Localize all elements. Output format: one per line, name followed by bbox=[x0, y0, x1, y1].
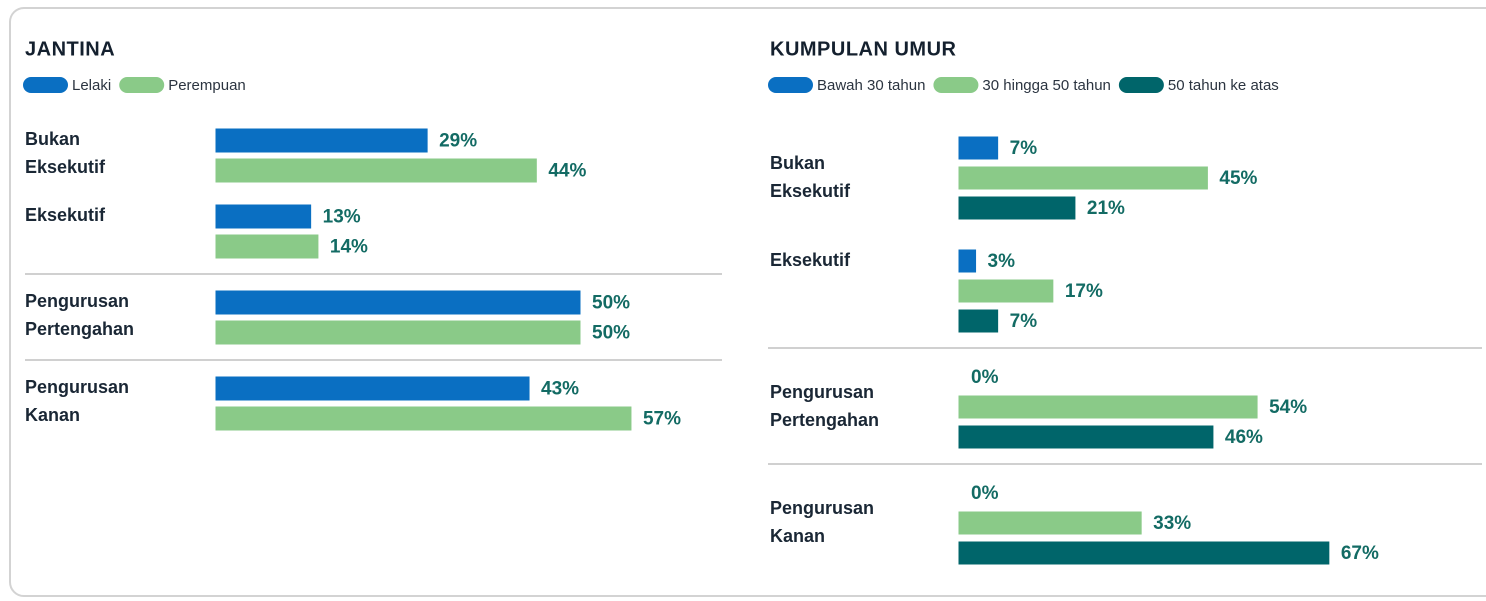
value-label: 7% bbox=[1010, 311, 1038, 332]
category-label: Eksekutif bbox=[770, 250, 851, 270]
value-label: 45% bbox=[1219, 168, 1257, 189]
category-label: Bukan Eksekutif bbox=[25, 129, 106, 177]
bar bbox=[958, 249, 977, 273]
bar bbox=[958, 511, 1142, 535]
value-label: 50% bbox=[592, 323, 630, 344]
bar bbox=[215, 376, 530, 401]
value-label: 21% bbox=[1087, 198, 1125, 219]
value-label: 13% bbox=[323, 207, 361, 228]
chart-title: JANTINA bbox=[25, 38, 115, 60]
value-label: 3% bbox=[988, 251, 1016, 272]
category-label: Pengurusan Pertengahan bbox=[770, 382, 879, 430]
legend-swatch bbox=[768, 77, 813, 93]
legend-swatch bbox=[933, 77, 979, 93]
bar bbox=[215, 158, 537, 183]
value-label: 0% bbox=[971, 367, 999, 388]
category-label: Bukan Eksekutif bbox=[770, 153, 851, 201]
value-label: 46% bbox=[1225, 427, 1263, 448]
value-label: 17% bbox=[1065, 281, 1103, 302]
bar bbox=[958, 425, 1214, 449]
value-label: 33% bbox=[1153, 513, 1191, 534]
value-label: 54% bbox=[1269, 397, 1307, 418]
value-label: 50% bbox=[592, 293, 630, 314]
bar bbox=[215, 406, 632, 431]
bar bbox=[958, 541, 1330, 565]
legend-label: Perempuan bbox=[168, 77, 246, 94]
value-label: 14% bbox=[330, 237, 368, 258]
category-label: Eksekutif bbox=[25, 205, 106, 225]
chart-title: KUMPULAN UMUR bbox=[770, 38, 957, 60]
value-label: 44% bbox=[548, 161, 586, 182]
value-label: 0% bbox=[971, 483, 999, 504]
bar bbox=[215, 290, 581, 315]
bar bbox=[958, 136, 999, 160]
bar bbox=[958, 309, 999, 333]
legend-label: 50 tahun ke atas bbox=[1168, 77, 1279, 94]
bar bbox=[958, 279, 1054, 303]
category-label: Pengurusan Kanan bbox=[770, 498, 874, 546]
bar bbox=[958, 196, 1076, 220]
value-label: 43% bbox=[541, 379, 579, 400]
legend-swatch bbox=[23, 77, 68, 93]
legend-label: 30 hingga 50 tahun bbox=[982, 77, 1110, 94]
bar bbox=[215, 128, 428, 153]
legend-label: Bawah 30 tahun bbox=[817, 77, 925, 94]
value-label: 57% bbox=[643, 409, 681, 430]
bar bbox=[958, 166, 1208, 190]
card bbox=[9, 7, 1486, 597]
bar bbox=[958, 395, 1258, 419]
value-label: 67% bbox=[1341, 543, 1379, 564]
legend-swatch bbox=[119, 77, 165, 93]
value-label: 7% bbox=[1010, 138, 1038, 159]
bar bbox=[215, 234, 319, 259]
value-label: 29% bbox=[439, 131, 477, 152]
bar bbox=[215, 204, 312, 229]
category-label: Pengurusan Kanan bbox=[25, 377, 129, 425]
legend-swatch bbox=[1118, 77, 1164, 93]
legend-label: Lelaki bbox=[72, 77, 111, 94]
bar bbox=[215, 320, 581, 345]
category-label: Pengurusan Pertengahan bbox=[25, 291, 134, 339]
